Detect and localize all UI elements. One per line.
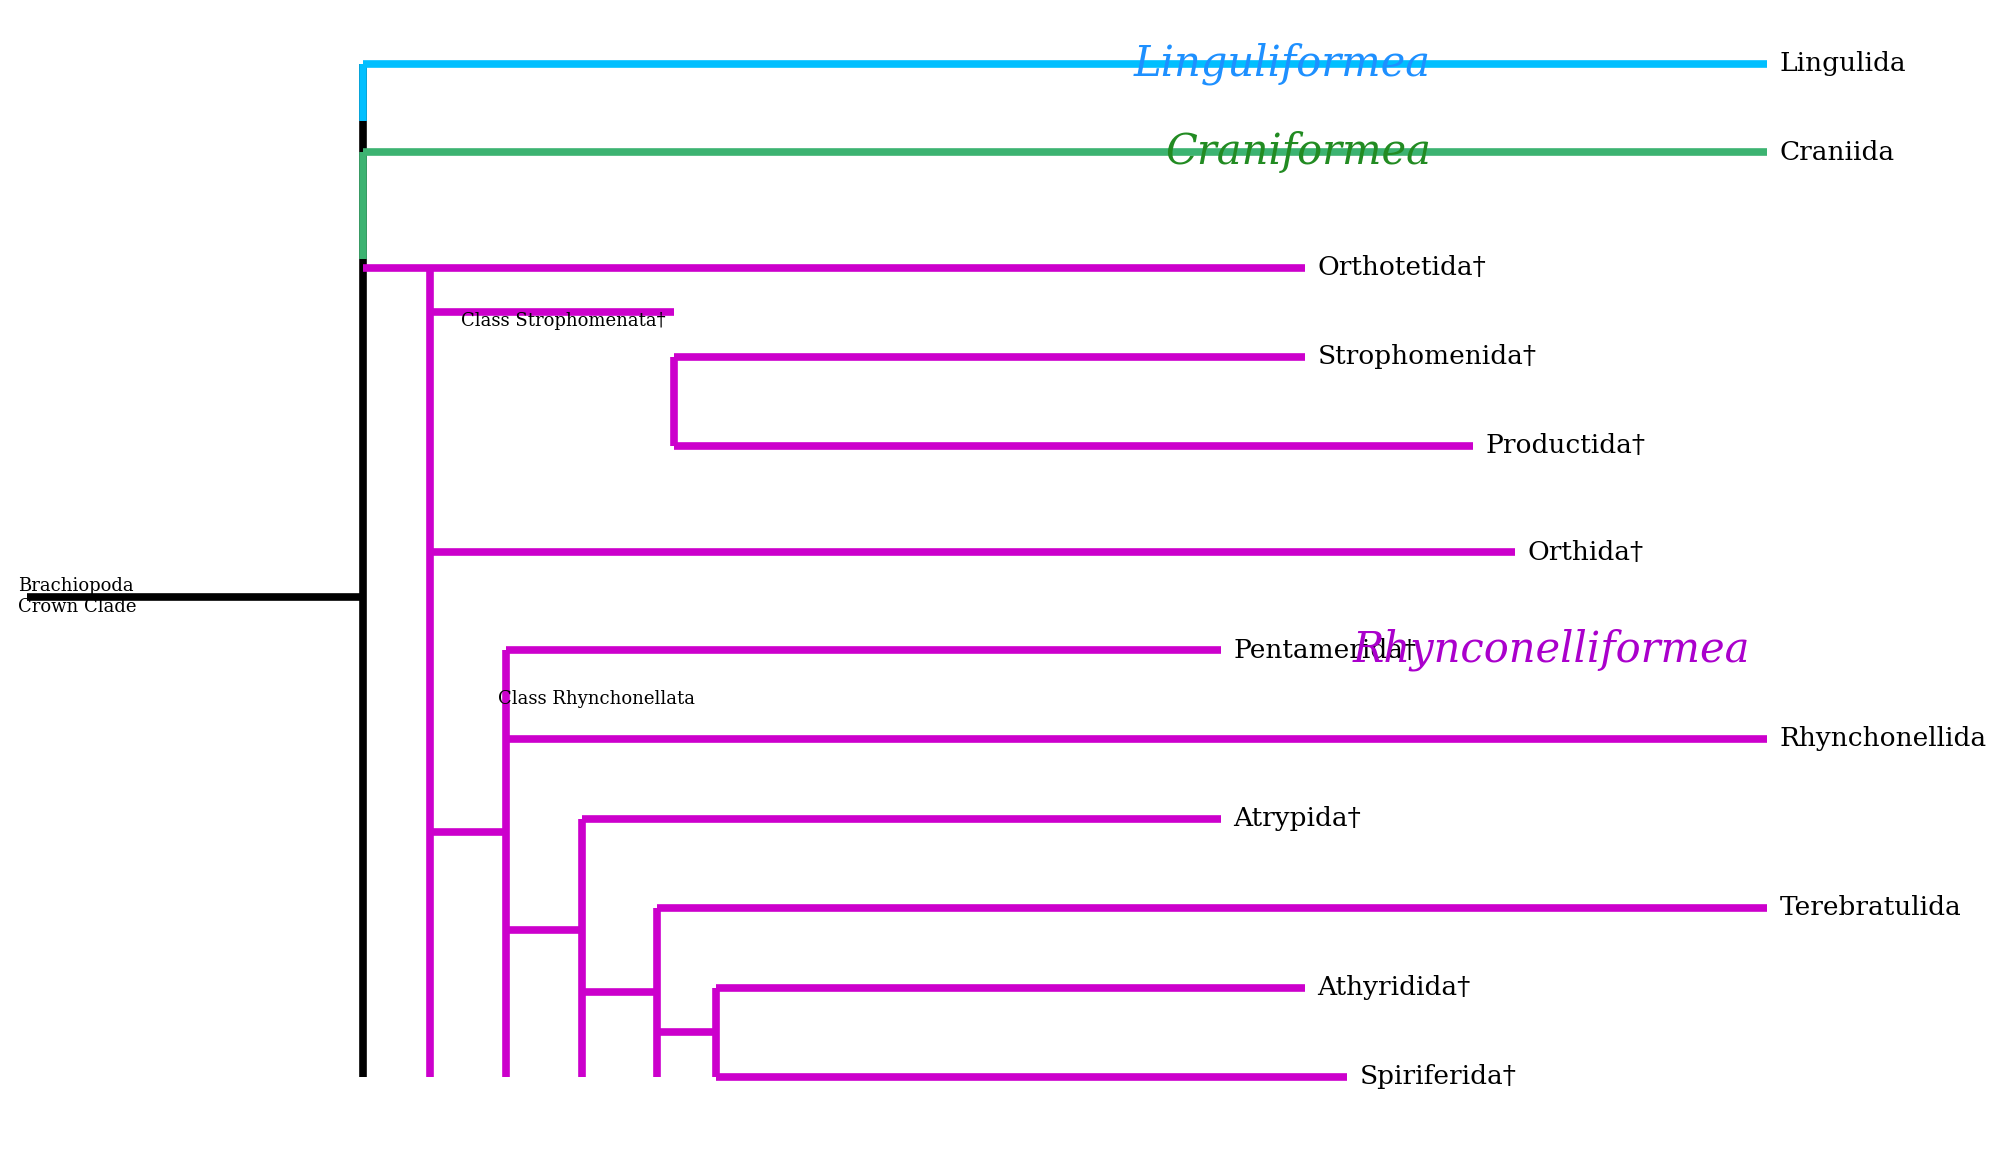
Text: Rhynchonellida: Rhynchonellida bbox=[1780, 726, 1988, 752]
Text: Craniida: Craniida bbox=[1780, 140, 1896, 164]
Text: Brachiopoda
Crown Clade: Brachiopoda Crown Clade bbox=[18, 578, 136, 616]
Text: Lingulida: Lingulida bbox=[1780, 51, 1906, 76]
Text: Spiriferida†: Spiriferida† bbox=[1360, 1064, 1516, 1090]
Text: Craniformea: Craniformea bbox=[1164, 132, 1430, 174]
Text: Athyridida†: Athyridida† bbox=[1318, 975, 1470, 1001]
Text: Terebratulida: Terebratulida bbox=[1780, 895, 1962, 921]
Text: Strophomenida†: Strophomenida† bbox=[1318, 344, 1536, 369]
Text: Class Rhynchonellata: Class Rhynchonellata bbox=[498, 690, 694, 708]
Text: Rhynconelliformea: Rhynconelliformea bbox=[1352, 629, 1750, 672]
Text: Orthida†: Orthida† bbox=[1528, 540, 1644, 565]
Text: Linguliformea: Linguliformea bbox=[1134, 43, 1430, 85]
Text: Pentamerida†: Pentamerida† bbox=[1234, 638, 1416, 662]
Text: Class Strophomenata†: Class Strophomenata† bbox=[462, 313, 666, 330]
Text: Atrypida†: Atrypida† bbox=[1234, 806, 1362, 831]
Text: Orthotetida†: Orthotetida† bbox=[1318, 256, 1486, 280]
Text: Productida†: Productida† bbox=[1486, 433, 1646, 459]
